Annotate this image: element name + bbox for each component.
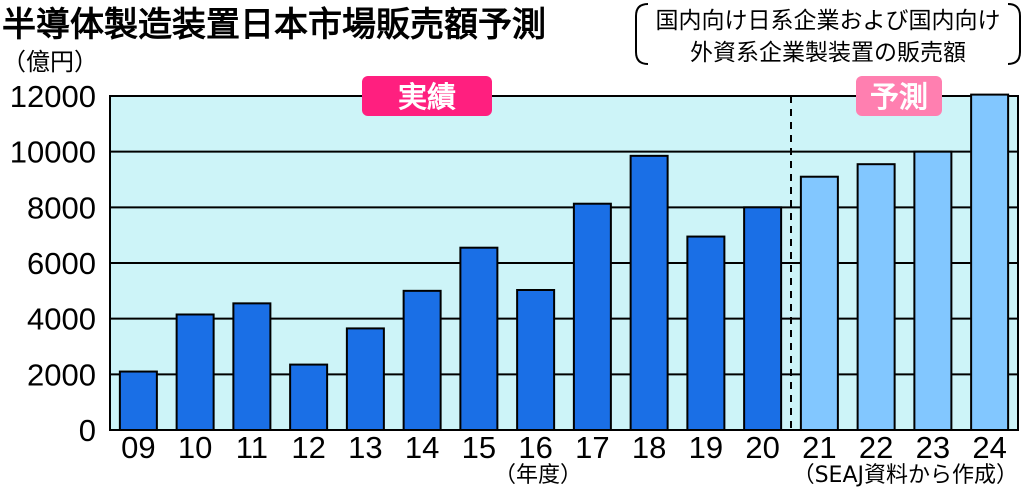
subtitle-line-2: 外資系企業製装置の販売額: [690, 40, 966, 66]
subtitle-right-bracket: [1007, 3, 1021, 65]
x-tick-label: 23: [916, 430, 950, 465]
x-axis-label: （年度）: [494, 463, 582, 488]
actual-bar: [118, 370, 158, 431]
y-tick-label: 0: [79, 413, 96, 448]
x-tick-label: 21: [802, 430, 836, 465]
actual-badge-background: [362, 76, 492, 116]
x-tick-label: 10: [178, 430, 212, 465]
forecast-badge-background: [856, 76, 942, 116]
x-tick-label: 19: [689, 430, 723, 465]
x-tick-label: 18: [632, 430, 666, 465]
x-tick-label: 24: [972, 430, 1006, 465]
actual-bar: [686, 235, 726, 431]
x-tick-label: 17: [575, 430, 609, 465]
y-tick-label: 8000: [27, 190, 96, 225]
actual-badge-label: 実績: [398, 80, 456, 114]
x-tick-label: 22: [859, 430, 893, 465]
actual-bar: [743, 206, 783, 431]
chart-title: 半導体製造装置日本市場販売額予測: [2, 5, 546, 45]
actual-bar: [175, 313, 215, 431]
x-tick-label: 09: [121, 430, 155, 465]
actual-bar: [345, 327, 385, 431]
actual-bar: [402, 289, 442, 432]
y-axis-ticks: 0 2000 4000 6000 8000 10000 12000: [10, 79, 96, 448]
forecast-badge-label: 予測: [870, 80, 928, 114]
y-tick-label: 12000: [10, 79, 96, 114]
x-axis-ticks: 09 10 11 12 13 14 15 16 17 18 19 20 21 22 23 24: [121, 430, 1007, 465]
actual-bar: [459, 246, 499, 431]
y-tick-label: 2000: [27, 357, 96, 392]
x-tick-label: 12: [291, 430, 325, 465]
x-tick-label: 11: [236, 430, 268, 465]
subtitle-left-bracket: [635, 3, 649, 65]
subtitle-note: 国内向け日系企業および国内向け 外資系企業製装置の販売額: [635, 3, 1021, 66]
actual-badge: 実績: [362, 76, 492, 116]
subtitle-line-1: 国内向け日系企業および国内向け: [656, 8, 1001, 34]
y-tick-label: 6000: [27, 246, 96, 281]
y-axis-label: （億円）: [2, 48, 98, 76]
x-tick-label: 16: [518, 430, 552, 465]
x-tick-label: 14: [405, 430, 439, 465]
y-tick-label: 4000: [27, 302, 96, 337]
bars: [118, 93, 1010, 432]
actual-bar: [572, 202, 612, 431]
x-tick-label: 20: [745, 430, 779, 465]
forecast-badge: 予測: [856, 76, 942, 116]
x-tick-label: 15: [462, 430, 496, 465]
forecast-bar: [970, 93, 1010, 431]
x-tick-label: 13: [348, 430, 382, 465]
forecast-bar: [856, 163, 896, 431]
actual-bar: [629, 154, 669, 431]
source-note: （SEAJ資料から作成）: [793, 463, 1018, 488]
actual-bar: [516, 288, 556, 431]
y-tick-label: 10000: [10, 135, 96, 170]
forecast-bar: [913, 150, 953, 432]
actual-bar: [232, 302, 272, 432]
forecast-bar: [799, 175, 839, 431]
actual-bar: [289, 363, 329, 432]
